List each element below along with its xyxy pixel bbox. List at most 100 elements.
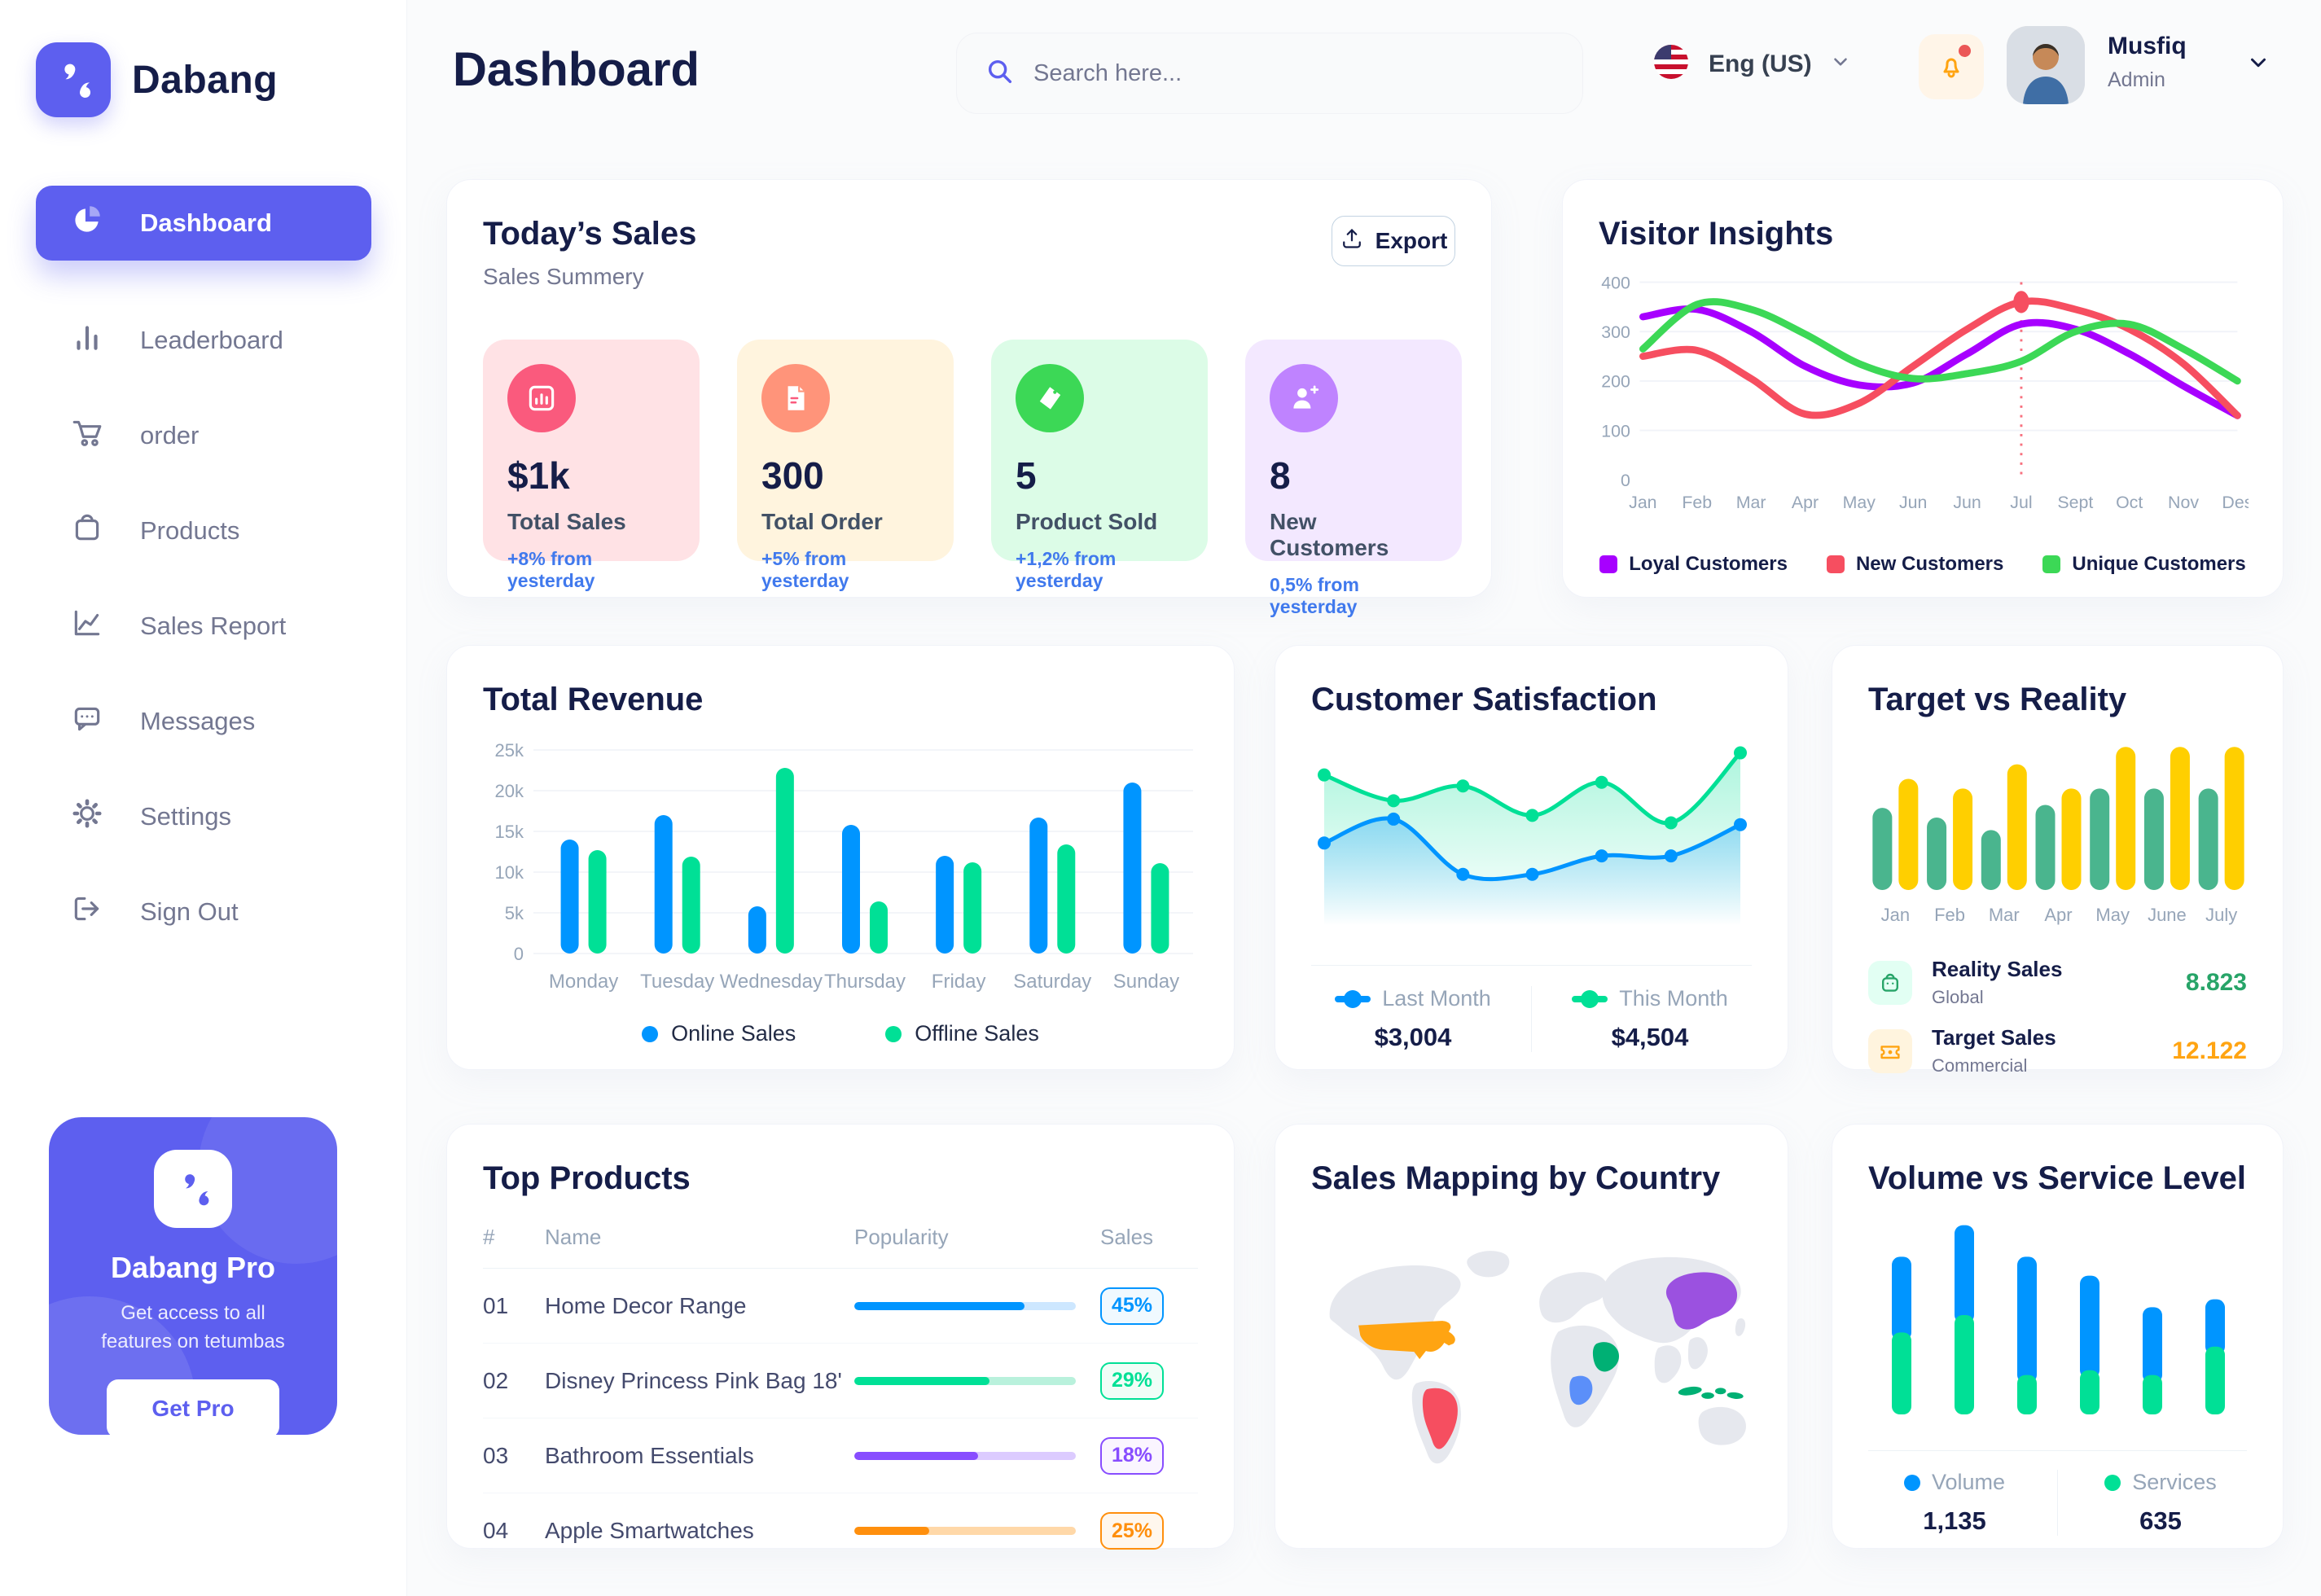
todays-sales-card: Today’s Sales Sales Summery Export $1k T… xyxy=(446,179,1492,617)
card-title: Volume vs Service Level xyxy=(1868,1160,2246,1196)
us-flag-icon xyxy=(1652,42,1691,86)
svg-text:5k: 5k xyxy=(505,903,524,923)
svg-text:Wednesday: Wednesday xyxy=(720,971,823,993)
avatar[interactable] xyxy=(2007,26,2085,104)
sidebar-item-settings[interactable]: Settings xyxy=(36,779,371,854)
stat-label: New Customers xyxy=(1270,509,1389,560)
notifications-button[interactable] xyxy=(1919,34,1984,99)
stat-delta: +5% from yesterday xyxy=(761,548,849,591)
sidebar-item-sales-report[interactable]: Sales Report xyxy=(36,589,371,664)
product-num: 02 xyxy=(483,1367,509,1393)
pro-promo-card: Dabang Pro Get access to all features on… xyxy=(49,1117,337,1435)
stat-delta: 0,5% from yesterday xyxy=(1270,574,1359,617)
visitor-insights-card: Visitor Insights 0 100 200 300 400 Jan Feb Mar A… xyxy=(1562,179,2284,598)
map-dr-congo xyxy=(1569,1375,1593,1405)
product-num: 03 xyxy=(483,1442,509,1468)
svg-text:300: 300 xyxy=(1601,322,1630,342)
get-pro-button[interactable]: Get Pro xyxy=(107,1379,279,1435)
card-title: Customer Satisfaction xyxy=(1311,682,1657,717)
volume-vs-service-chart xyxy=(1892,1225,2225,1414)
target-vs-reality-card: Target vs Reality Jan Feb Mar Apr May June Jul… xyxy=(1832,645,2284,1076)
legend-dot xyxy=(1903,1474,1920,1491)
svg-text:Saturday: Saturday xyxy=(1013,971,1091,993)
user-plus-icon xyxy=(1270,364,1338,432)
legend-value: 8.823 xyxy=(2185,968,2247,996)
language-label: Eng (US) xyxy=(1709,50,1812,77)
card-subtitle: Sales Summery xyxy=(483,264,644,289)
card-title: Today’s Sales xyxy=(483,216,697,252)
product-name: Home Decor Range xyxy=(545,1292,747,1318)
sidebar-item-sign-out[interactable]: Sign Out xyxy=(36,875,371,949)
volume-vs-service-legend: Volume 1,135 Services 635 xyxy=(1852,1470,2263,1536)
sales-chart-icon xyxy=(507,364,576,432)
legend-label: New Customers xyxy=(1855,553,2004,575)
svg-text:25k: 25k xyxy=(495,740,524,761)
svg-text:May: May xyxy=(2095,905,2130,925)
svg-text:Feb: Feb xyxy=(1934,905,1965,925)
table-row[interactable]: 02 Disney Princess Pink Bag 18' 29% xyxy=(483,1344,1198,1418)
map-indonesia xyxy=(1678,1386,1744,1399)
language-selector[interactable]: Eng (US) xyxy=(1652,42,1851,86)
legend-total: $3,004 xyxy=(1374,1023,1452,1051)
sales-badge: 18% xyxy=(1100,1436,1164,1475)
chevron-down-icon xyxy=(1830,51,1851,77)
export-button[interactable]: Export xyxy=(1332,216,1455,266)
map-china xyxy=(1666,1272,1738,1330)
receipt-icon xyxy=(761,364,830,432)
legend-marker xyxy=(1572,995,1608,1002)
legend-label: Online Sales xyxy=(671,1021,796,1046)
product-name: Bathroom Essentials xyxy=(545,1442,754,1468)
col-popularity: Popularity xyxy=(854,1225,949,1249)
legend-value: 12.122 xyxy=(2172,1037,2247,1064)
user-role: Admin xyxy=(2108,68,2165,91)
legend-label: Unique Customers xyxy=(2072,553,2246,575)
svg-text:20k: 20k xyxy=(495,781,524,801)
sales-badge: 25% xyxy=(1100,1512,1164,1550)
popularity-bar xyxy=(854,1451,1076,1460)
product-name: Disney Princess Pink Bag 18' xyxy=(545,1367,842,1393)
total-revenue-card: Total Revenue 0 5k 10k 15k 20k 25k Monday Tuesd… xyxy=(446,645,1235,1070)
brand: Dabang xyxy=(36,42,278,117)
table-row[interactable]: 01 Home Decor Range 45% xyxy=(483,1269,1198,1344)
promo-subtitle: Get access to all features on tetumbas xyxy=(101,1302,285,1353)
profile-chevron-down-icon[interactable] xyxy=(2246,50,2271,79)
target-vs-reality-chart: Jan Feb Mar Apr May June July xyxy=(1872,747,2244,925)
chat-bubble-icon xyxy=(70,701,104,742)
legend-dot xyxy=(2104,1474,2121,1491)
sidebar-item-leaderboard[interactable]: Leaderboard xyxy=(36,303,371,378)
table-row[interactable]: 03 Bathroom Essentials 18% xyxy=(483,1418,1198,1493)
stat-label: Total Order xyxy=(761,509,883,534)
export-label: Export xyxy=(1375,228,1448,253)
bar-chart-icon xyxy=(70,320,104,361)
sidebar-item-products[interactable]: Products xyxy=(36,493,371,568)
product-num: 04 xyxy=(483,1518,509,1543)
promo-logo-icon xyxy=(154,1150,232,1228)
search-input[interactable] xyxy=(1033,59,1555,87)
svg-text:Nov: Nov xyxy=(2168,493,2199,512)
stat-value: $1k xyxy=(507,454,570,497)
legend-swatch xyxy=(1826,555,1845,573)
sidebar-item-label: Sales Report xyxy=(140,612,287,640)
popularity-bar xyxy=(854,1301,1076,1310)
svg-text:0: 0 xyxy=(514,944,524,964)
legend-total: 635 xyxy=(2139,1506,2182,1535)
svg-text:July: July xyxy=(2205,905,2237,925)
legend-label: Volume xyxy=(1931,1470,2006,1494)
sidebar-item-label: Dashboard xyxy=(140,208,272,237)
sidebar-item-messages[interactable]: Messages xyxy=(36,684,371,759)
stat-label: Product Sold xyxy=(1016,509,1158,534)
table-row[interactable]: 04 Apple Smartwatches 25% xyxy=(483,1493,1198,1568)
stat-label: Total Sales xyxy=(507,509,626,534)
popularity-bar xyxy=(854,1376,1076,1385)
stat-new-customers: 8 New Customers 0,5% from yesterday xyxy=(1245,340,1462,617)
product-num: 01 xyxy=(483,1292,509,1318)
stat-delta: +1,2% from yesterday xyxy=(1016,548,1117,591)
svg-text:Jun: Jun xyxy=(1899,493,1927,512)
sidebar-item-label: order xyxy=(140,421,200,449)
brand-logo-icon xyxy=(36,42,111,117)
sidebar-item-dashboard[interactable]: Dashboard xyxy=(36,186,371,261)
svg-text:Jan: Jan xyxy=(1629,493,1656,512)
divider xyxy=(1868,1450,2247,1451)
svg-text:Friday: Friday xyxy=(932,971,986,993)
sidebar-item-order[interactable]: order xyxy=(36,398,371,473)
